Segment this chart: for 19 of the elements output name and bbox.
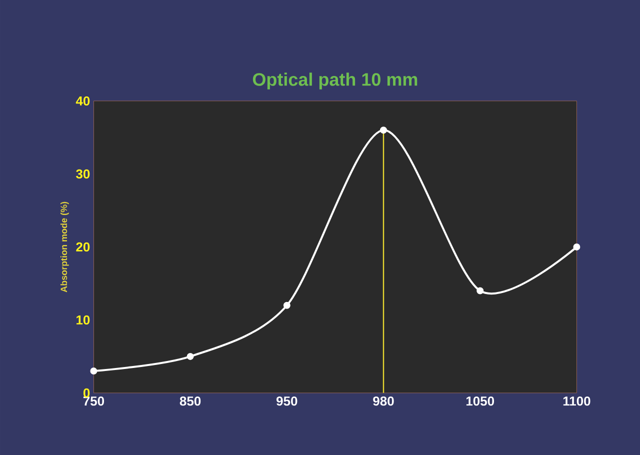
point [186,352,194,360]
y-tick-label: 20 [76,242,90,252]
x-tick-label: 1100 [563,396,590,406]
y-axis-title: Absorption mode (%) [60,202,69,292]
point [380,126,387,134]
x-tick-label: 950 [276,396,298,406]
chart-title: Optical path 10 mm [252,72,418,90]
point [90,368,98,375]
x-tick-label: 980 [373,396,394,406]
y-tick-label: 40 [76,96,90,106]
x-tick-label: 750 [83,396,104,406]
y-tick-label: 0 [83,388,90,398]
y-tick-label: 10 [76,315,90,325]
x-tick-label: 1050 [466,396,494,406]
y-tick-label: 30 [76,169,90,179]
point [476,287,484,294]
point [573,243,580,250]
x-tick-label: 850 [180,396,201,406]
point [283,302,290,309]
